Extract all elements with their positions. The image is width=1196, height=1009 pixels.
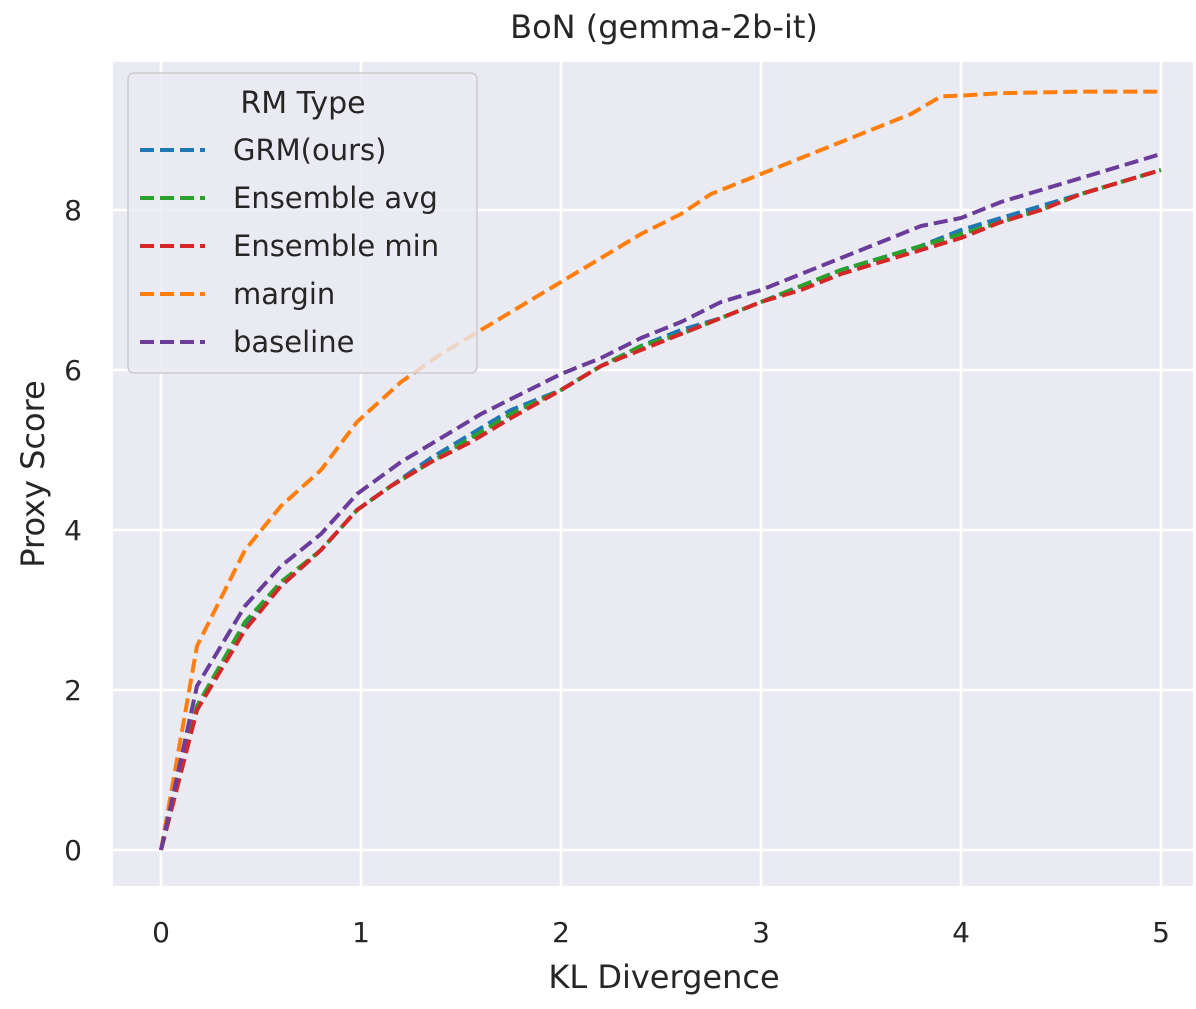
chart-title: BoN (gemma-2b-it) xyxy=(510,8,818,46)
legend-label-ensemble-min: Ensemble min xyxy=(233,229,439,263)
y-tick-label: 6 xyxy=(64,354,82,387)
series-line-ensemble-min xyxy=(159,168,1162,851)
x-tick-label: 3 xyxy=(752,916,770,949)
legend-title: RM Type xyxy=(240,86,365,121)
legend-label-grm-ours-: GRM(ours) xyxy=(233,133,386,167)
legend-box xyxy=(127,72,478,374)
y-tick-label: 4 xyxy=(64,514,82,547)
y-tick-label: 2 xyxy=(64,674,82,707)
y-tick-labels: 0 2 4 6 8 xyxy=(64,194,82,867)
legend-entries: GRM(ours) Ensemble avg Ensemble min margin b… xyxy=(140,133,439,359)
legend-label-baseline: baseline xyxy=(233,325,354,359)
legend: RM Type GRM(ours) Ensemble avg Ensemble mi… xyxy=(127,72,478,374)
x-axis-label: KL Divergence xyxy=(548,958,779,996)
y-axis-label: Proxy Score xyxy=(14,380,52,567)
series-line-margin xyxy=(159,89,1161,851)
x-tick-label: 4 xyxy=(952,916,970,949)
y-tick-label: 0 xyxy=(64,834,82,867)
x-tick-label: 1 xyxy=(352,916,370,949)
x-tick-label: 0 xyxy=(152,916,170,949)
y-tick-label: 8 xyxy=(64,194,82,227)
x-tick-labels: 0 1 2 3 4 5 xyxy=(152,916,1170,949)
x-tick-label: 5 xyxy=(1152,916,1170,949)
grid xyxy=(113,62,1193,886)
series-line-baseline xyxy=(159,152,1162,851)
legend-label-ensemble-avg: Ensemble avg xyxy=(233,181,438,215)
x-tick-label: 2 xyxy=(552,916,570,949)
legend-label-margin: margin xyxy=(233,277,335,311)
series-lines xyxy=(159,89,1162,851)
